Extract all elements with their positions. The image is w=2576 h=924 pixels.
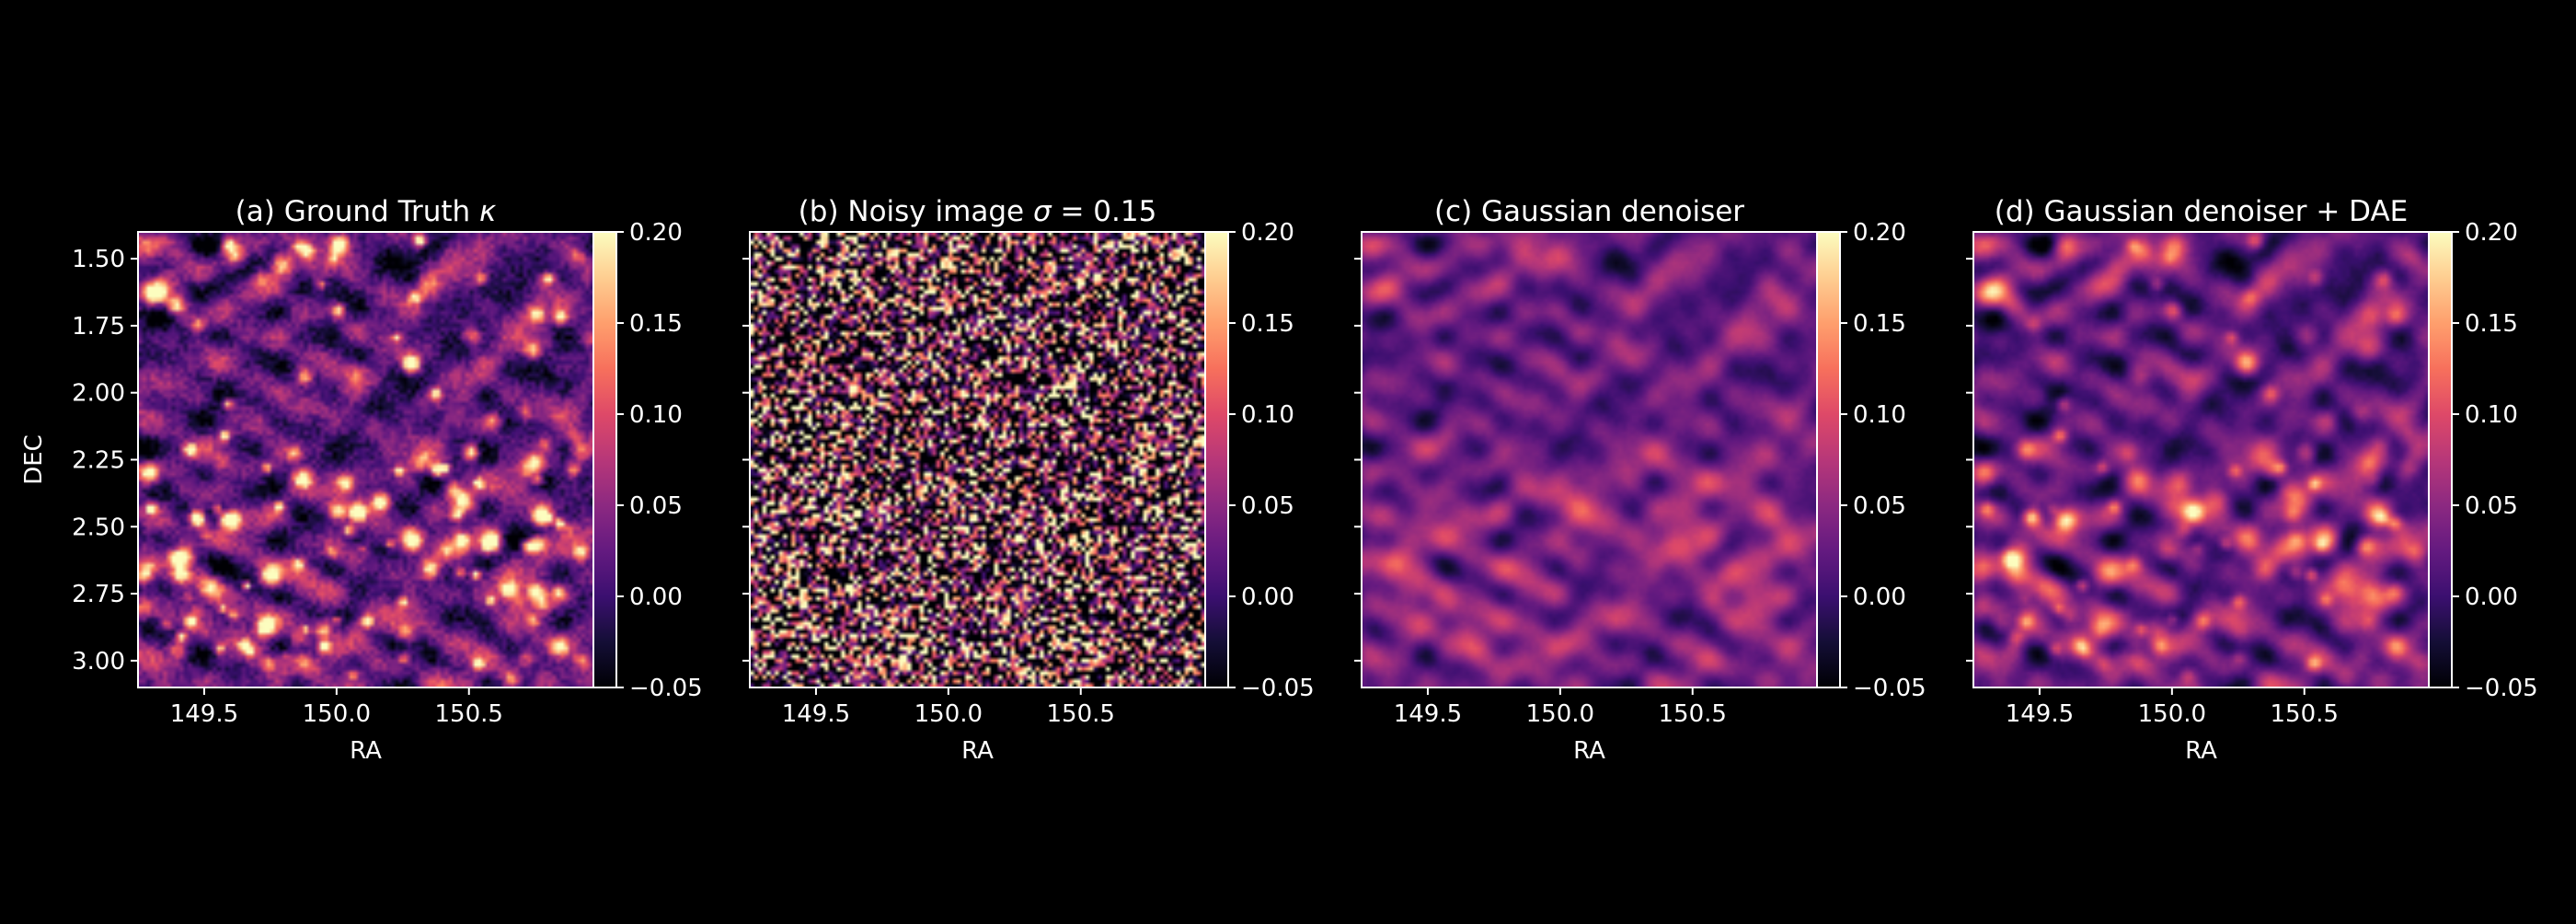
colorbar-tick-label-1-3: 0.10 [1241, 401, 1294, 429]
colorbar-frame-1 [1204, 231, 1229, 688]
colorbar-frame-2 [1816, 231, 1841, 688]
colorbar-tick-label-2-3: 0.10 [1853, 401, 1906, 429]
heatmap-image-2 [1362, 232, 1817, 687]
ytick-label-0-6: 3.00 [72, 648, 125, 676]
colorbar-tick-label-0-0: −0.05 [629, 675, 703, 702]
colorbar-tick-label-0-1: 0.00 [629, 583, 683, 611]
colorbar-tick-label-1-4: 0.15 [1241, 310, 1294, 338]
heatmap-image-0 [138, 232, 593, 687]
panel-0: (a) Ground Truth κ 149.5 150.0 150.5 RA 1.50 1… [20, 195, 703, 765]
xlabel-3: RA [2185, 737, 2217, 765]
xtick-label-0-0: 149.5 [170, 700, 238, 728]
colorbar-tick-label-1-5: 0.20 [1241, 219, 1294, 247]
xtick-label-2-2: 150.5 [1659, 700, 1727, 728]
colorbar-tick-label-3-0: −0.05 [2465, 675, 2538, 702]
colorbar-tick-label-3-5: 0.20 [2465, 219, 2518, 247]
xlabel-0: RA [350, 737, 382, 765]
colorbar-1 [1205, 232, 1228, 687]
colorbar-3 [2429, 232, 2452, 687]
colorbar-tick-label-1-0: −0.05 [1241, 675, 1315, 702]
panel-3: (d) Gaussian denoiser + DAE 149.5 150.0 150… [1966, 195, 2538, 765]
panel-title-0: (a) Ground Truth κ [236, 195, 497, 228]
xtick-label-3-0: 149.5 [2006, 700, 2074, 728]
ytick-label-0-4: 2.50 [72, 514, 125, 541]
colorbar-tick-label-3-3: 0.10 [2465, 401, 2518, 429]
colorbar-frame-3 [2428, 231, 2453, 688]
xtick-label-1-2: 150.5 [1047, 700, 1115, 728]
colorbar-0 [593, 232, 616, 687]
panel-title-1: (b) Noisy image σ = 0.15 [799, 195, 1157, 228]
xtick-label-0-2: 150.5 [435, 700, 503, 728]
panel-1: (b) Noisy image σ = 0.15 149.5 150.0 150.5 R… [742, 195, 1315, 765]
xtick-label-3-2: 150.5 [2271, 700, 2339, 728]
ytick-label-0-0: 1.50 [72, 246, 125, 273]
colorbar-frame-0 [592, 231, 617, 688]
xlabel-1: RA [961, 737, 994, 765]
xlabel-2: RA [1573, 737, 1605, 765]
colorbar-tick-label-1-1: 0.00 [1241, 583, 1294, 611]
ytick-label-0-1: 1.75 [72, 313, 125, 341]
colorbar-tick-label-3-4: 0.15 [2465, 310, 2518, 338]
xtick-label-1-1: 150.0 [914, 700, 983, 728]
xtick-label-1-0: 149.5 [782, 700, 850, 728]
xtick-label-3-1: 150.0 [2138, 700, 2206, 728]
colorbar-tick-label-3-1: 0.00 [2465, 583, 2518, 611]
colorbar-tick-label-3-2: 0.05 [2465, 492, 2518, 520]
ylabel-0: DEC [20, 434, 48, 485]
colorbar-tick-label-2-1: 0.00 [1853, 583, 1906, 611]
colorbar-tick-label-2-0: −0.05 [1853, 675, 1926, 702]
panel-title-2: (c) Gaussian denoiser [1434, 195, 1744, 228]
heatmap-image-1 [750, 232, 1205, 687]
colorbar-tick-label-1-2: 0.05 [1241, 492, 1294, 520]
panel-title-3: (d) Gaussian denoiser + DAE [1995, 195, 2409, 228]
ytick-label-0-3: 2.25 [72, 447, 125, 475]
xtick-label-2-1: 150.0 [1526, 700, 1594, 728]
xtick-label-0-1: 150.0 [303, 700, 371, 728]
colorbar-tick-label-0-5: 0.20 [629, 219, 683, 247]
colorbar-tick-label-2-4: 0.15 [1853, 310, 1906, 338]
ytick-label-0-2: 2.00 [72, 380, 125, 408]
xtick-label-2-0: 149.5 [1394, 700, 1462, 728]
colorbar-tick-label-0-2: 0.05 [629, 492, 683, 520]
heatmap-image-3 [1973, 232, 2429, 687]
colorbar-tick-label-0-4: 0.15 [629, 310, 683, 338]
panel-2: (c) Gaussian denoiser 149.5 150.0 150.5 RA −0… [1354, 195, 1926, 765]
colorbar-tick-label-2-5: 0.20 [1853, 219, 1906, 247]
colorbar-2 [1817, 232, 1840, 687]
colorbar-tick-label-0-3: 0.10 [629, 401, 683, 429]
ytick-label-0-5: 2.75 [72, 581, 125, 608]
colorbar-tick-label-2-2: 0.05 [1853, 492, 1906, 520]
